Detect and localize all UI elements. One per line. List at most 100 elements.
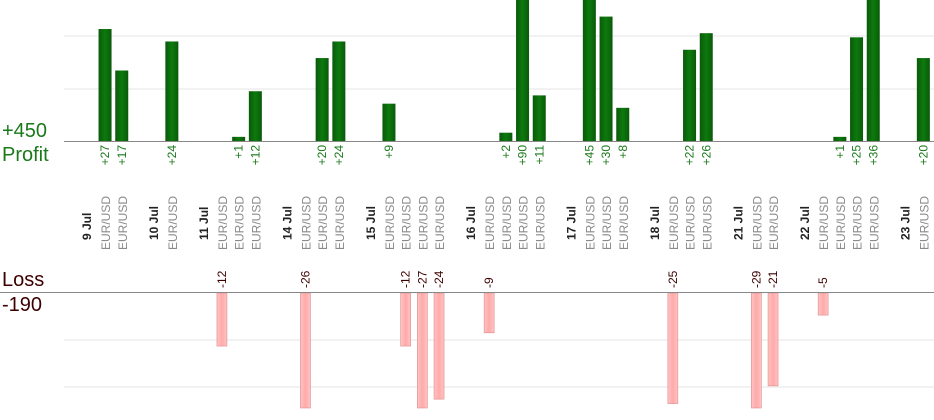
pair-label: EUR/USD [249,196,263,250]
profit-bar [850,37,864,141]
loss-bar [417,292,428,409]
profit-value-label: +20 [315,145,329,166]
pair-label: EUR/USD [500,196,514,250]
pair-label: EUR/USD [750,196,764,250]
loss-bar [400,292,411,347]
pair-label: EUR/USD [817,196,831,250]
loss-value-label: -5 [816,277,830,288]
loss-value-label: -24 [432,270,446,288]
bars [98,0,930,409]
loss-total-label: -190 [2,294,43,316]
loss-value-label: -12 [215,270,229,288]
pair-label: EUR/USD [316,196,330,250]
pair-label: EUR/USD [116,196,130,250]
date-label: 15 Jul [364,206,378,240]
profit-bar [582,0,596,141]
profit-bar [516,0,530,141]
profit-value-label: +17 [115,145,129,166]
profit-bar [866,0,880,141]
profit-bar [382,103,396,141]
value-labels: 9 Jul EUR/USD +27 EUR/USD +17 10 Jul EUR/USD +2… [80,145,931,288]
profit-value-label: +24 [165,145,179,166]
profit-axis-label: Profit [2,144,49,166]
profit-value-label: +90 [516,145,530,166]
profit-bar [115,70,129,141]
pair-label: EUR/USD [600,196,614,250]
pair-label: EUR/USD [400,196,414,250]
profit-bar [165,41,179,141]
pair-label: EUR/USD [533,196,547,250]
loss-bar [767,292,779,387]
profit-value-label: +11 [532,145,546,165]
pair-label: EUR/USD [917,196,931,250]
pair-label: EUR/USD [216,196,230,250]
profit-bar [599,16,613,142]
profit-value-label: +36 [866,145,880,166]
profit-value-label: +22 [683,145,697,166]
pair-label: EUR/USD [383,196,397,250]
profit-bar [499,132,513,141]
loss-value-label: -9 [482,277,496,288]
loss-value-label: -26 [298,270,312,288]
profit-value-label: +2 [499,145,513,159]
profit-value-label: +20 [916,145,930,166]
profit-bar [315,58,329,141]
pair-label: EUR/USD [166,196,180,250]
loss-bar [667,292,679,404]
loss-bar [300,292,311,409]
loss-bar [433,292,445,400]
pair-label: EUR/USD [667,196,681,250]
gridlines [64,35,934,388]
pair-label: EUR/USD [433,196,447,250]
loss-value-label: -27 [415,270,429,288]
profit-value-label: +26 [699,145,713,166]
pair-label: EUR/USD [233,196,247,250]
pair-label: EUR/USD [851,196,865,250]
loss-value-label: -29 [749,270,763,288]
profit-value-label: +12 [248,145,262,166]
loss-bar [483,292,495,334]
date-label: 22 Jul [798,206,812,240]
profit-total-label: +450 [2,120,48,142]
date-label: 10 Jul [147,206,161,240]
pair-label: EUR/USD [333,196,347,250]
loss-value-label: -21 [766,270,780,288]
date-label: 21 Jul [731,206,745,240]
profit-bar [916,58,930,141]
profit-value-label: +25 [850,145,864,166]
profit-value-label: +8 [616,145,630,159]
profit-bar [616,107,630,141]
date-label: 16 Jul [464,206,478,240]
profit-bar [332,41,346,141]
pair-label: EUR/USD [700,196,714,250]
profit-bar [683,49,697,141]
loss-axis-label: Loss [2,269,45,291]
pair-label: EUR/USD [299,196,313,250]
loss-bar [817,292,829,316]
profit-value-label: +1 [232,145,246,159]
pair-label: EUR/USD [617,196,631,250]
pair-label: EUR/USD [834,196,848,250]
pair-label: EUR/USD [99,196,113,250]
date-label: 14 Jul [280,206,294,240]
axes [0,141,934,293]
profit-value-label: +24 [332,145,346,166]
loss-value-label: -25 [666,270,680,288]
date-label: 18 Jul [648,206,662,240]
profit-bar [98,29,112,141]
profit-bar [248,91,262,141]
pair-label: EUR/USD [517,196,531,250]
date-label: 23 Jul [898,206,912,240]
profit-bar [232,136,246,141]
loss-bar [216,292,228,347]
loss-value-label: -12 [399,270,413,288]
profit-value-label: +45 [582,145,596,166]
pair-label: EUR/USD [684,196,698,250]
profit-bar [532,95,546,141]
profit-value-label: +1 [833,145,847,159]
pair-label: EUR/USD [483,196,497,250]
date-label: 17 Jul [564,206,578,240]
profit-value-label: +27 [98,145,112,166]
pair-label: EUR/USD [416,196,430,250]
